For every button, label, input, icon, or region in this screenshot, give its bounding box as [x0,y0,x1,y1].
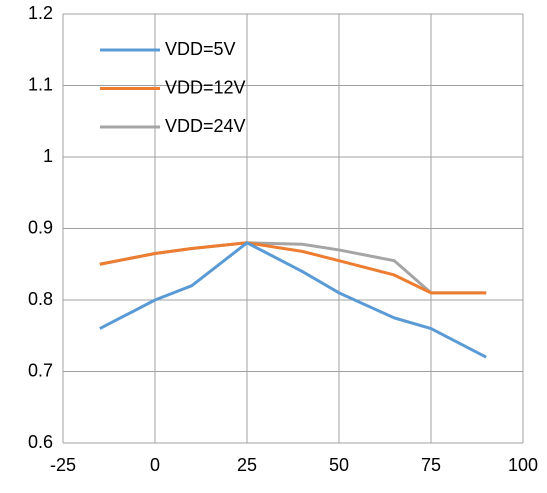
y-tick-label: 0.8 [28,289,53,309]
x-tick-label: 100 [508,455,538,475]
legend-label: VDD=5V [165,39,236,59]
y-tick-label: 0.9 [28,217,53,237]
x-tick-label: 50 [329,455,349,475]
x-tick-label: 25 [237,455,257,475]
y-tick-label: 0.6 [28,432,53,452]
x-tick-label: 0 [150,455,160,475]
line [99,241,487,359]
legend-label: VDD=12V [165,77,246,97]
legend-label: VDD=24V [165,116,246,136]
y-tick-label: 1.2 [28,3,53,23]
x-tick-label: 75 [421,455,441,475]
y-tick-label: 1.1 [28,74,53,94]
x-tick-label: -25 [50,455,76,475]
y-tick-label: 0.7 [28,360,53,380]
y-tick-label: 1 [43,146,53,166]
line [99,241,487,295]
